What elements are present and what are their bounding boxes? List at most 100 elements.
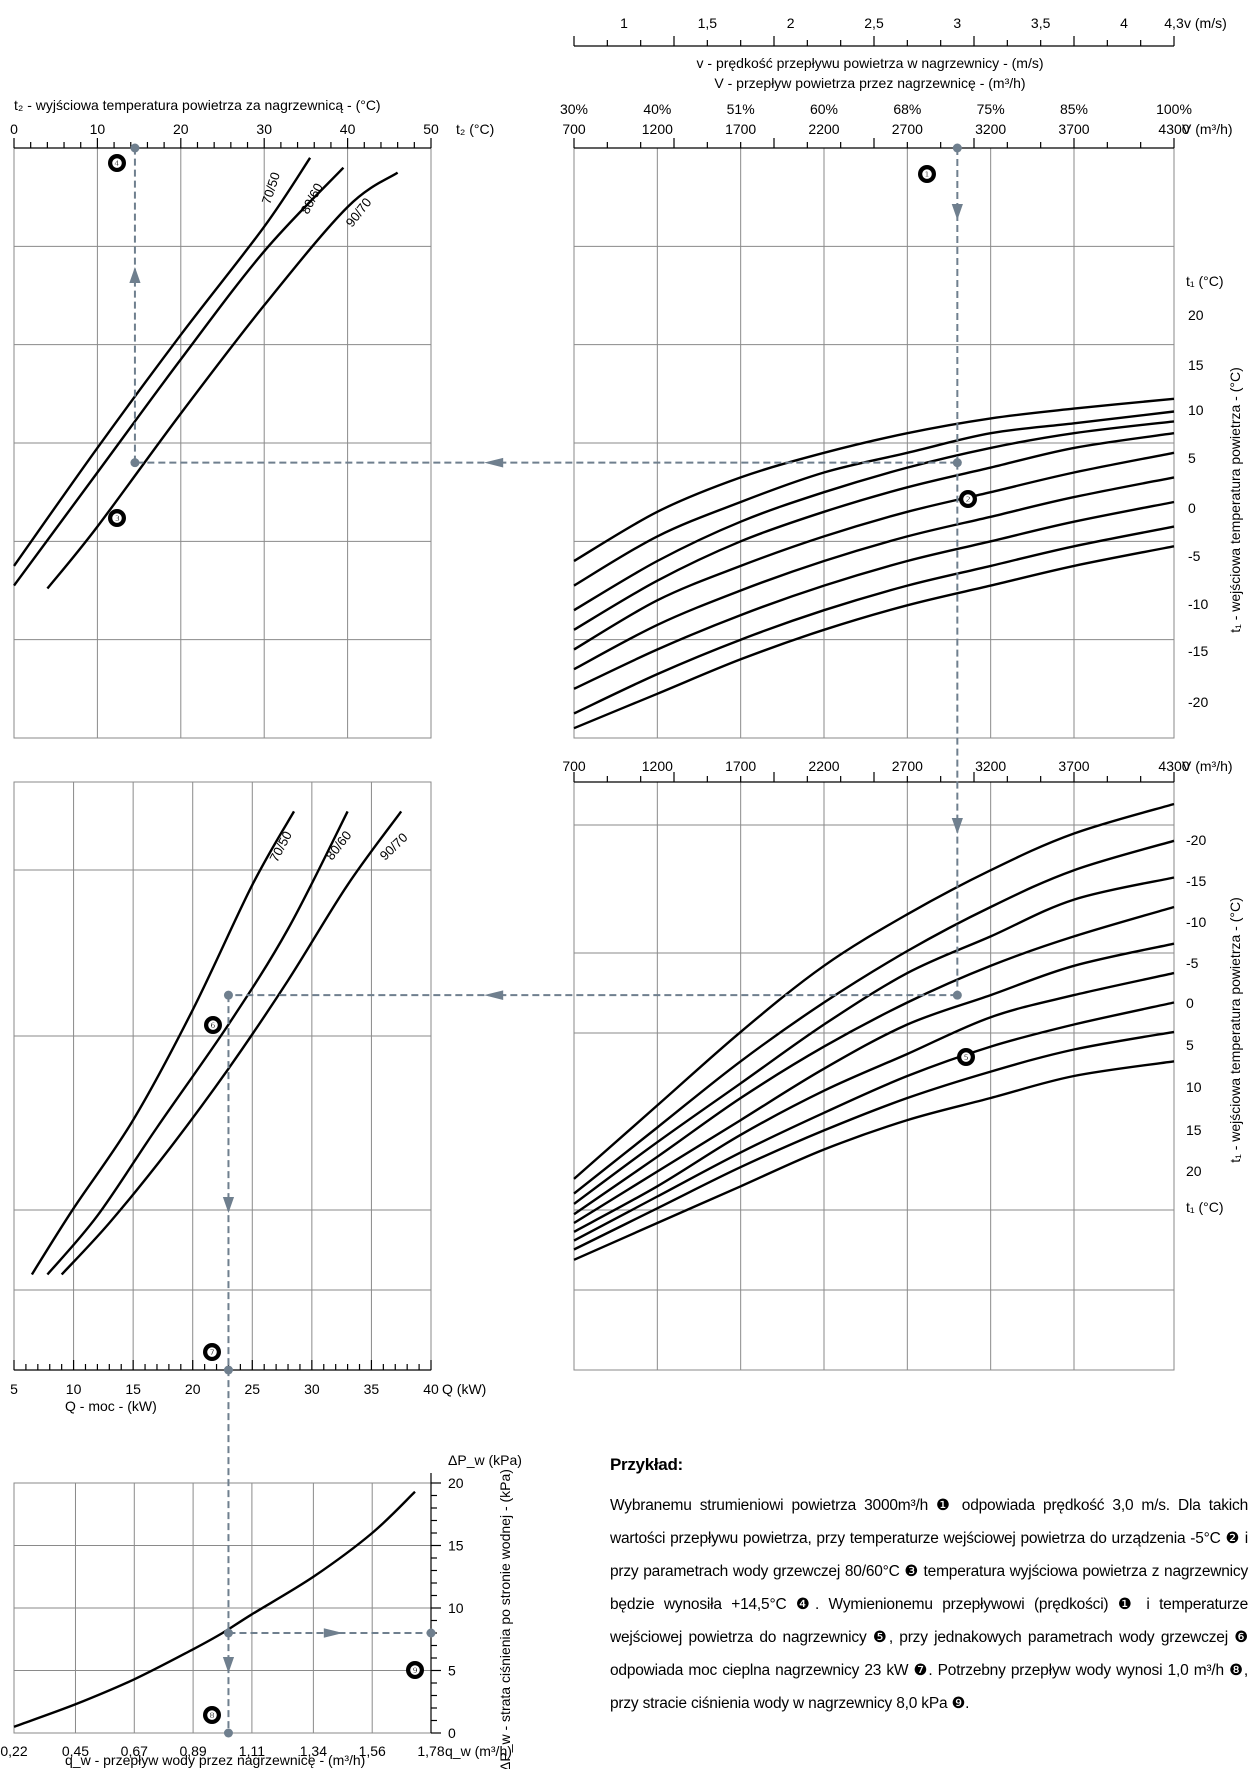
- curve-power-water-90/70: [60, 810, 403, 1276]
- water-flow-tick-label: 1,78: [417, 1743, 444, 1759]
- outlet-temp-chart-grid: [574, 148, 1174, 738]
- water-flow-tick-label: 0,22: [0, 1743, 27, 1759]
- curve-inlet--5: [573, 476, 1175, 671]
- guide-arrow: [129, 267, 141, 283]
- flow-tick-label: 3200: [975, 121, 1006, 137]
- water-flow-unit-label: q_w (m³/h): [445, 1743, 512, 1759]
- velocity-tick-label: 1,5: [698, 15, 718, 31]
- curve-power-water-80/60: [46, 810, 349, 1276]
- curve-label: 70/50: [266, 829, 295, 865]
- velocity-axis-title: v - prędkość przepływu powietrza w nagrz…: [697, 55, 1044, 71]
- power-unit-label: Q (kW): [442, 1381, 486, 1397]
- marker-circle: [203, 1343, 221, 1361]
- power-tick-label: 10: [66, 1381, 82, 1397]
- velocity-unit-label: v (m/s): [1184, 15, 1227, 31]
- curve-inlet--15: [573, 525, 1175, 715]
- inlet-temp-tick-label: -15: [1188, 643, 1208, 659]
- inlet-temp-tick-label: -20: [1186, 832, 1206, 848]
- percent-tick-label: 85%: [1060, 101, 1088, 117]
- power-tick-label: 15: [125, 1381, 141, 1397]
- curve-power-water-70/50: [30, 810, 296, 1276]
- guide-arrow: [951, 204, 963, 220]
- inlet-temp-tick-label: -10: [1188, 596, 1208, 612]
- flow-tick-label: 1200: [642, 121, 673, 137]
- inlet-temp-axis-title: t₁ - wejściowa temperatura powietrza - (…: [1227, 897, 1243, 1163]
- velocity-tick-label: 3,5: [1031, 15, 1051, 31]
- power-tick-label: 40: [423, 1381, 439, 1397]
- guide-dot: [130, 143, 140, 153]
- outlet-temp-tick-label: 40: [340, 121, 356, 137]
- step-marker-1: ❶: [918, 165, 936, 183]
- marker-label: ❽: [207, 1709, 218, 1723]
- velocity-tick-label: 2: [787, 15, 795, 31]
- guide-dot: [223, 1628, 233, 1638]
- step-marker-8: ❽: [203, 1706, 221, 1724]
- guide-dot: [952, 143, 962, 153]
- guide-dot: [952, 458, 962, 468]
- outlet-temp-unit-label: t₂ (°C): [456, 121, 494, 137]
- flow-tick-label: 2700: [892, 758, 923, 774]
- inlet-temp-tick-label: 15: [1186, 1122, 1202, 1138]
- outlet-temp-ruler: [13, 138, 432, 149]
- percent-tick-label: 68%: [893, 101, 921, 117]
- inlet-temp-tick-label: -5: [1186, 955, 1199, 971]
- pressure-tick-label: 20: [448, 1475, 464, 1491]
- pressure-ruler: [430, 1473, 441, 1734]
- flow-ruler-top: [573, 138, 1175, 149]
- guide-dot: [223, 1728, 233, 1738]
- velocity-tick-label: 2,5: [864, 15, 884, 31]
- curve-pressure-loss: [13, 1490, 416, 1728]
- velocity-tick-label: 3: [953, 15, 961, 31]
- percent-tick-label: 40%: [643, 101, 671, 117]
- water-flow-axis-title: q_w - przepływ wody przez nagrzewnicę - …: [65, 1752, 365, 1768]
- guide-arrow: [951, 818, 963, 834]
- inlet-temp-unit-label: t₁ (°C): [1186, 1199, 1224, 1215]
- percent-tick-label: 51%: [727, 101, 755, 117]
- inlet-temp-tick-label: 0: [1186, 995, 1194, 1011]
- guide-arrow: [222, 1197, 235, 1213]
- flow-tick-label: 4300: [1158, 758, 1189, 774]
- marker-circle: [918, 165, 936, 183]
- flow-tick-label: 3200: [975, 758, 1006, 774]
- heating-power-chart-frame: [573, 781, 1175, 1371]
- curve-inlet-0: [573, 451, 1175, 651]
- water-flow-tick-label: 1,11: [239, 1743, 265, 1759]
- step-marker-7: ❼: [203, 1343, 221, 1361]
- guide-dot: [223, 990, 233, 1000]
- curve-inlet--10: [573, 500, 1175, 690]
- inlet-temp-tick-label: 5: [1188, 450, 1196, 466]
- inlet-temp-tick-label: 10: [1186, 1079, 1202, 1095]
- velocity-tick-label: 4: [1120, 15, 1128, 31]
- step-marker-6: ❻: [204, 1016, 222, 1034]
- inlet-temp-tick-label: 15: [1188, 357, 1204, 373]
- step-marker-9: ❾: [406, 1661, 424, 1679]
- power-tick-label: 30: [304, 1381, 320, 1397]
- pressure-axis-title: ΔP_w - strata ciśnienia po stronie wodne…: [497, 1469, 513, 1769]
- power-tick-label: 20: [185, 1381, 201, 1397]
- inlet-temp-tick-label: 20: [1186, 1163, 1202, 1179]
- marker-circle: [203, 1706, 221, 1724]
- curve-inlet-5: [573, 432, 1175, 631]
- water-flow-tick-label: 0,89: [179, 1743, 206, 1759]
- step-marker-4: ❹: [108, 154, 126, 172]
- pressure-unit-label: ΔP_w (kPa): [448, 1452, 522, 1468]
- curve-inlet-20: [573, 397, 1175, 563]
- flow-tick-label: 2200: [808, 758, 839, 774]
- curve-inlet-15: [573, 410, 1175, 587]
- curve-power-inlet-10: [573, 1001, 1175, 1242]
- marker-circle: [959, 490, 977, 508]
- flow-tick-label: 1200: [642, 758, 673, 774]
- pressure-tick-label: 0: [448, 1725, 456, 1741]
- pressure-tick-label: 15: [448, 1538, 464, 1554]
- pressure-tick-label: 5: [448, 1663, 456, 1679]
- heating-power-chart-grid: [574, 782, 1174, 1370]
- curve-power-inlet--10: [573, 876, 1175, 1205]
- inlet-temp-tick-label: 10: [1188, 402, 1204, 418]
- power-water-chart-grid: [14, 782, 431, 1370]
- percent-tick-label: 100%: [1156, 101, 1192, 117]
- marker-circle: [108, 154, 126, 172]
- velocity-ruler: [573, 36, 1175, 47]
- marker-label: ❹: [112, 157, 123, 171]
- flow-tick-label: 1700: [725, 121, 756, 137]
